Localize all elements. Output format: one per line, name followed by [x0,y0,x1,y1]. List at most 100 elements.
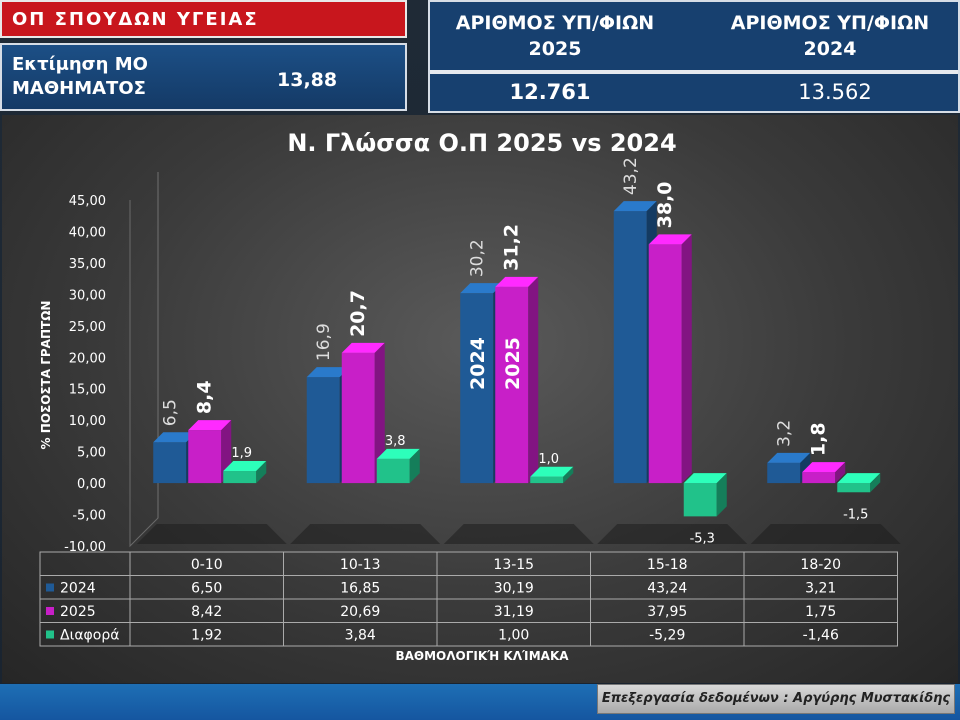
bar-2024-front [460,293,494,484]
table-cell: 1,92 [191,628,222,644]
floor-shadow [290,524,441,544]
side-wall [129,172,159,548]
bar-chart: Ν. Γλώσσα Ο.Π 2025 vs 2024 -10,00 -5,00 0,0… [39,129,901,663]
y-tick-label: 45,00 [69,194,106,209]
bar-Διαφορά-front [530,476,564,484]
legend-label-2024: 2024 [60,581,96,597]
bar-Διαφορά-front [683,483,717,517]
category-label: 18-20 [800,557,841,573]
candidates-2024-value: 13.562 [798,80,872,104]
table-cell: 20,69 [340,604,380,620]
y-axis-title: % ΠΟΣΟΣΤΑ ΓΡΑΠΤΩΝ [39,301,53,450]
bar-Διαφορά-top [683,473,727,484]
table-cell: -1,46 [803,628,839,644]
bar-2024-top [460,283,504,294]
chart-panel: Ν. Γλώσσα Ο.Π 2025 vs 2024 -10,00 -5,00 0,0… [2,115,958,683]
y-tick-label: 20,00 [69,351,106,366]
estimate-box: Εκτίμηση ΜΟ ΜΑΘΗΜΑΤΟΣ 13,88 [0,43,407,111]
table-cell: 37,95 [647,604,687,620]
in-bar-label-2025: 2025 [502,337,524,390]
data-label-diff: -1,5 [843,507,868,522]
bar-2025-top [341,342,385,353]
category-label: 15-18 [647,557,688,573]
bar-2024-front [306,377,340,484]
bar-Διαφορά-front [376,458,410,484]
y-tick-label: 40,00 [69,225,106,240]
credit-label: Επεξεργασία δεδομένων : Αργύρης Μυστακίδ… [597,684,955,714]
table-cell: 8,42 [191,604,222,620]
data-label-2024: 16,9 [314,323,334,361]
y-tick-label: 25,00 [69,320,106,335]
category-label: 13-15 [493,557,534,573]
candidates-2024-label: ΑΡΙΘΜΟΣ ΥΠ/ΦΙΩΝ 2024 [730,12,930,60]
bar-2025-front [341,352,375,484]
x-axis-title: ΒΑΘΜΟΛΟΓΙΚΉ ΚΛΊΜΑΚΑ [395,649,569,663]
bar-Διαφορά-top [530,466,574,477]
candidates-box: ΑΡΙΘΜΟΣ ΥΠ/ΦΙΩΝ 2025 ΑΡΙΘΜΟΣ ΥΠ/ΦΙΩΝ 202… [428,0,960,113]
table-cell: 31,19 [494,604,534,620]
table-cell: 43,24 [647,581,687,597]
bar-2024-front [767,462,801,484]
y-tick-label: -10,00 [64,540,106,555]
legend-label-2025: 2025 [60,604,96,620]
bar-Διαφορά-top [837,473,881,484]
bar-Διαφορά-side [870,473,881,493]
bar-Διαφορά-front [223,471,257,484]
bar-2024-top [767,452,811,463]
bar-2024-top [306,367,350,378]
bar-Διαφορά-top [223,461,267,472]
data-label-2025: 20,7 [347,290,369,337]
data-label-diff: 1,0 [538,452,559,467]
table-cell: 3,84 [345,628,376,644]
y-tick-label: 15,00 [69,383,106,398]
legend-swatch-Διαφορά [46,630,54,639]
y-tick-label: -5,00 [72,509,106,524]
data-label-2024: 43,2 [621,157,641,195]
data-label-diff: 3,8 [385,434,406,449]
bar-2025-side [374,342,385,484]
bar-2025-front [648,244,682,484]
legend-swatch-2024 [46,583,54,592]
data-label-diff: 1,9 [231,446,252,461]
floor-shadow [597,524,748,544]
candidates-2025-value: 12.761 [509,80,591,104]
bar-Διαφορά-front [837,483,871,493]
bar-2024-top [613,201,657,212]
table-cell: -5,29 [649,628,685,644]
table-cell: 6,50 [191,581,222,597]
bar-2025-front [802,472,836,484]
y-tick-label: 35,00 [69,257,106,272]
table-cell: 1,00 [498,628,529,644]
table-cell: 3,21 [805,581,836,597]
floor-shadow [750,524,901,544]
y-tick-label: 0,00 [77,477,106,492]
bar-2025-top [802,462,846,473]
data-label-2025: 1,8 [808,422,830,456]
bar-2025-top [188,420,232,431]
bar-2025-top [648,234,692,245]
data-label-2024: 3,2 [775,420,795,447]
data-label-2025: 31,2 [501,224,523,271]
bar-Διαφορά-side [716,473,727,517]
data-label-2025: 8,4 [194,380,216,414]
estimate-value: 13,88 [277,69,338,91]
bar-2024-front [153,442,187,484]
candidates-divider [430,70,958,74]
bar-2025-front [495,286,529,484]
table-cell: 1,75 [805,604,836,620]
bar-2025-side [528,276,539,484]
bar-2025-front [188,430,222,484]
in-bar-label-2024: 2024 [467,337,489,390]
candidates-2025-label: ΑΡΙΘΜΟΣ ΥΠ/ΦΙΩΝ 2025 [455,12,655,60]
bar-Διαφορά-top [376,448,420,459]
legend-swatch-2025 [46,607,54,615]
floor-shadow [136,524,287,544]
floor-shadow [443,524,594,544]
data-label-2024: 30,2 [468,239,488,277]
category-label: 0-10 [191,557,223,573]
bar-2024-top [153,432,197,443]
bar-2024-front [613,211,647,484]
chart-title: Ν. Γλώσσα Ο.Π 2025 vs 2024 [287,129,676,157]
bar-Διαφορά-side [409,448,420,484]
table-cell: 16,85 [340,581,380,597]
